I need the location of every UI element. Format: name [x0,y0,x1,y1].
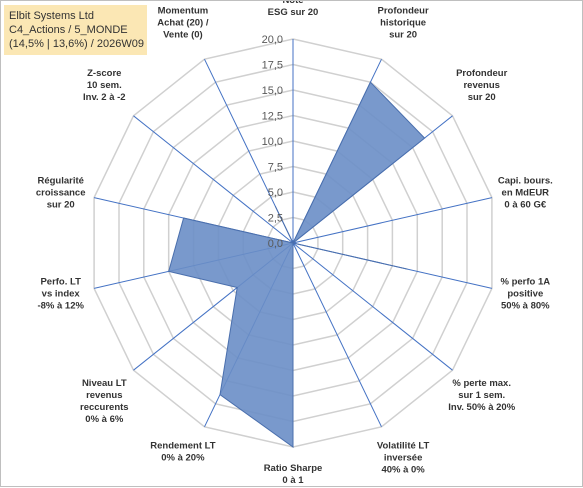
axis-label: % perfo 1A positive 50% à 80% [500,276,550,311]
axis-label: % perte max. sur 1 sem. Inv. 50% à 20% [448,378,515,413]
axis-label-line: vs index [42,288,81,299]
tick-label: 0,0 [268,238,283,250]
axis-label-line: Inv. 50% à 20% [448,402,515,413]
axis-label-line: reccurents [80,402,129,413]
axis-label-line: % perfo 1A [500,276,550,287]
axis-label: Rendement LT 0% à 20% [150,441,215,464]
tick-label: 7,5 [268,162,283,174]
axis-label: Perfo. LT vs index -8% à 12% [37,276,84,311]
axis-label: Z-score 10 sem. Inv. 2 à -2 [83,68,126,103]
axis-label-line: 0 à 60 G€ [504,200,546,211]
axis-label-line: Perfo. LT [40,276,81,287]
title-line-2: C4_Actions / 5_MONDE [9,24,128,36]
axis-label-line: 50% à 80% [501,300,550,311]
axis-label: Volatilité LT inversée 40% à 0% [377,441,430,476]
axis-label-line: ESG sur 20 [268,7,319,18]
axis-label: Ratio Sharpe 0 à 1 [264,463,323,486]
axis-label-line: % perte max. [452,378,511,389]
axis-label-line: 0% à 6% [85,414,124,425]
axis-label-line: Inv. 2 à -2 [83,92,126,103]
axis-label: Profondeur revenus sur 20 [456,68,507,103]
axis-label-line: Capi. bours. [498,176,553,187]
axis-label: Capi. bours. en MdEUR 0 à 60 G€ [498,176,553,211]
chart-title-box: Elbit Systems Ltd C4_Actions / 5_MONDE (… [4,5,147,55]
axis-label-line: 10 sem. [87,80,122,91]
axis-label: Niveau LT revenus reccurents 0% à 6% [80,378,129,425]
axis-label-line: Volatilité LT [377,441,430,452]
axis-label-line: Note [282,1,303,6]
axis-label: Momentum Achat (20) / Vente (0) [157,5,209,40]
tick-label: 2,5 [268,213,283,225]
axis-label-line: historique [380,17,426,28]
data-series-area [168,81,426,448]
axis-label-line: revenus [86,390,122,401]
axis-label: NoteESG sur 20 [268,1,319,18]
axis-label-line: Momentum [158,5,209,16]
axis-label-line: Achat (20) / [157,17,209,28]
axis-label-line: 40% à 0% [381,465,425,476]
axis-label-line: Vente (0) [163,29,203,40]
axis-label-line: sur 20 [47,200,75,211]
axis-label-line: sur 1 sem. [458,390,505,401]
axis-spoke [292,197,493,244]
tick-label: 15,0 [262,85,283,97]
axis-label-line: 0 à 1 [282,475,304,486]
tick-label: 17,5 [262,60,283,72]
axis-label: Régularité croissance sur 20 [36,176,86,211]
axis-label-line: positive [507,288,543,299]
axis-spoke [292,242,382,428]
tick-label: 5,0 [268,187,283,199]
axis-label-line: en MdEUR [502,188,550,199]
axis-label-line: inversée [384,453,423,464]
axis-label-line: Régularité [37,176,83,187]
axis-label-line: Profondeur [456,68,507,79]
axis-spoke [133,115,294,244]
tick-label: 20,0 [262,34,283,46]
axis-label-line: Z-score [87,68,121,79]
title-line-1: Elbit Systems Ltd [9,10,94,22]
axis-label-line: revenus [463,80,499,91]
axis-label-line: 0% à 20% [161,453,205,464]
axis-label-line: Profondeur [377,5,428,16]
axis-label-line: Niveau LT [82,378,127,389]
axis-label-line: Rendement LT [150,441,215,452]
tick-label: 12,5 [262,111,283,123]
title-line-3: (14,5% | 13,6%) / 2026W09 [9,38,144,50]
axis-label-line: sur 20 [389,29,417,40]
axis-label: Profondeur historique sur 20 [377,5,428,40]
axis-label-line: croissance [36,188,86,199]
tick-label: 10,0 [262,136,283,148]
axis-label-line: sur 20 [468,92,496,103]
axis-label-line: Ratio Sharpe [264,463,323,474]
axis-label-line: -8% à 12% [37,300,84,311]
axis-spoke [292,242,453,371]
